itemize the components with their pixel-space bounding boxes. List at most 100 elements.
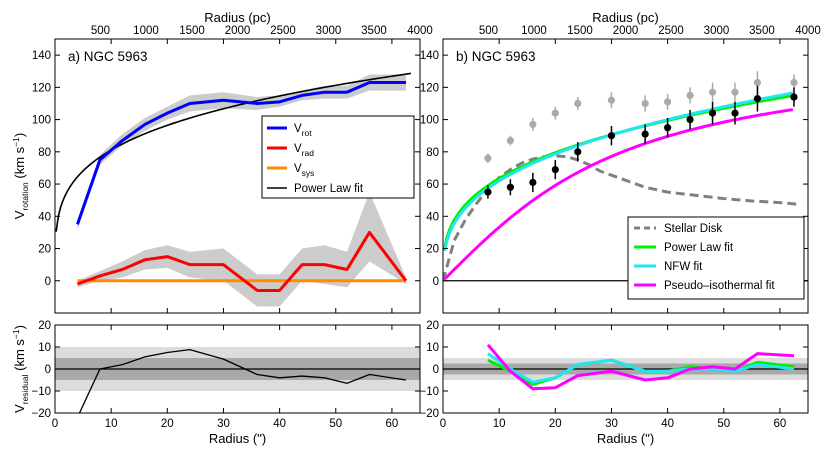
- y-tick-label: 80: [426, 147, 439, 159]
- y-tick-label: 100: [420, 115, 439, 127]
- top-axis-title: Radius (pc): [592, 10, 658, 25]
- total-velocity-point: [664, 98, 672, 106]
- y-tick-label: −20: [31, 408, 51, 420]
- y-tick-label: 140: [420, 50, 439, 62]
- total-velocity-point: [574, 99, 582, 108]
- vrad-line: [76, 230, 408, 292]
- observed-velocity-point: [664, 124, 672, 132]
- legend-main: V: [294, 163, 302, 175]
- y-tick-label: 20: [38, 244, 51, 256]
- panel-title: b) NGC 5963: [456, 49, 536, 64]
- legend-sub: rot: [302, 128, 313, 138]
- ylabel-sub: residual: [20, 374, 30, 404]
- pseudo-isothermal-residual-line: [486, 343, 795, 391]
- ylabel-unit: (km s: [12, 146, 27, 182]
- observed-velocity-point: [686, 115, 694, 124]
- x-tick-label: 20: [161, 418, 174, 430]
- x-tick-label: 0: [52, 418, 58, 430]
- x-tick-label: 20: [549, 418, 562, 430]
- legend-label: Power Law fit: [294, 183, 364, 195]
- ylabel-sup: −1: [11, 137, 21, 147]
- panel-b-residual-axes: 0 10 20 30 40 50 60 −20 −10 0 10 20 Radius ("): [419, 320, 809, 446]
- legend-main: V: [294, 143, 302, 155]
- ylabel-close: ): [12, 325, 27, 329]
- total-velocity-point: [708, 88, 717, 96]
- y-tick-label: 20: [426, 320, 439, 332]
- top-tick-label: 500: [479, 25, 498, 37]
- legend-label: Vsys: [294, 163, 314, 178]
- y-tick-label: 120: [32, 82, 51, 94]
- y-tick-label: 10: [426, 342, 439, 354]
- y-tick-label: 40: [426, 211, 439, 223]
- total-velocity-point: [790, 78, 798, 87]
- x-tick-label: 50: [717, 418, 730, 430]
- top-tick-label: 4000: [795, 25, 821, 37]
- total-velocity-point: [529, 120, 537, 129]
- y-tick-label: −10: [419, 386, 439, 398]
- panel-frame: [54, 38, 421, 314]
- panel-frame: [442, 38, 809, 314]
- y-tick-label: 0: [433, 364, 439, 376]
- total-velocity-point: [506, 136, 514, 145]
- top-tick-label: 1500: [567, 25, 593, 37]
- panel-b-plot: [443, 71, 808, 282]
- x-tick-label: 50: [329, 418, 342, 430]
- top-axis-title: Radius (pc): [204, 10, 270, 25]
- legend-label: Power Law fit: [664, 242, 734, 254]
- panel-b-residual-plot: [443, 343, 808, 391]
- power-law-residual-line: [78, 348, 407, 413]
- ylabel-close: ): [12, 133, 27, 137]
- top-tick-label: 1000: [133, 25, 159, 37]
- total-velocity-point: [551, 109, 559, 117]
- nfw-residual-line: [487, 352, 795, 384]
- top-tick-label: 1000: [521, 25, 547, 37]
- observed-velocity-point: [551, 165, 559, 174]
- y-tick-label: 100: [32, 115, 51, 127]
- y-tick-label: 140: [32, 50, 51, 62]
- top-tick-label: 3000: [316, 25, 342, 37]
- y-tick-label: 60: [426, 179, 439, 191]
- y-tick-label: 20: [38, 320, 51, 332]
- top-tick-label: 4000: [407, 25, 433, 37]
- legend-main: Power Law fit: [294, 183, 364, 195]
- legend-label: Stellar Disk: [664, 223, 722, 235]
- stellar-disk-line: [443, 154, 797, 282]
- total-velocity-point: [753, 78, 762, 87]
- legend-label: Vrot: [294, 123, 312, 138]
- uncertainty-band: [77, 192, 406, 307]
- y-tick-label: 20: [426, 244, 439, 256]
- observed-velocity-point: [506, 183, 514, 191]
- observed-velocity-point: [708, 109, 717, 117]
- top-tick-label: 2500: [658, 25, 684, 37]
- total-velocity-point: [686, 91, 694, 100]
- y-tick-label: 0: [45, 276, 51, 288]
- top-tick-label: 2000: [225, 25, 251, 37]
- observed-velocity-point: [641, 130, 649, 138]
- y-tick-label: 60: [38, 179, 51, 191]
- ylabel-main: V: [12, 404, 27, 413]
- x-axis-title: Radius ("): [209, 431, 266, 446]
- ylabel-main: V: [12, 210, 27, 219]
- legend-sub: sys: [302, 168, 315, 178]
- top-tick-label: 500: [91, 25, 110, 37]
- legend-b: Stellar Disk Power Law fit NFW fit Pseudo–i…: [627, 216, 805, 300]
- x-tick-label: 30: [217, 418, 230, 430]
- observed-velocity-point: [731, 109, 739, 117]
- panel-a-residual-plot: [55, 347, 420, 413]
- y-axis-title-residual: Vresidual (km s−1): [11, 325, 30, 413]
- y-tick-label: 120: [420, 82, 439, 94]
- top-tick-label: 3500: [361, 25, 387, 37]
- ylabel-unit: (km s: [12, 339, 27, 375]
- x-tick-label: 40: [273, 418, 286, 430]
- legend-label: Pseudo–isothermal fit: [664, 280, 775, 292]
- panel-a-plot: [55, 72, 412, 307]
- y-tick-label: 10: [38, 342, 51, 354]
- x-tick-label: 60: [386, 418, 399, 430]
- x-tick-label: 60: [774, 418, 787, 430]
- panel-title: a) NGC 5963: [68, 49, 148, 64]
- x-tick-label: 30: [605, 418, 618, 430]
- legend-box: [261, 115, 415, 199]
- legend-label: Vrad: [294, 143, 314, 158]
